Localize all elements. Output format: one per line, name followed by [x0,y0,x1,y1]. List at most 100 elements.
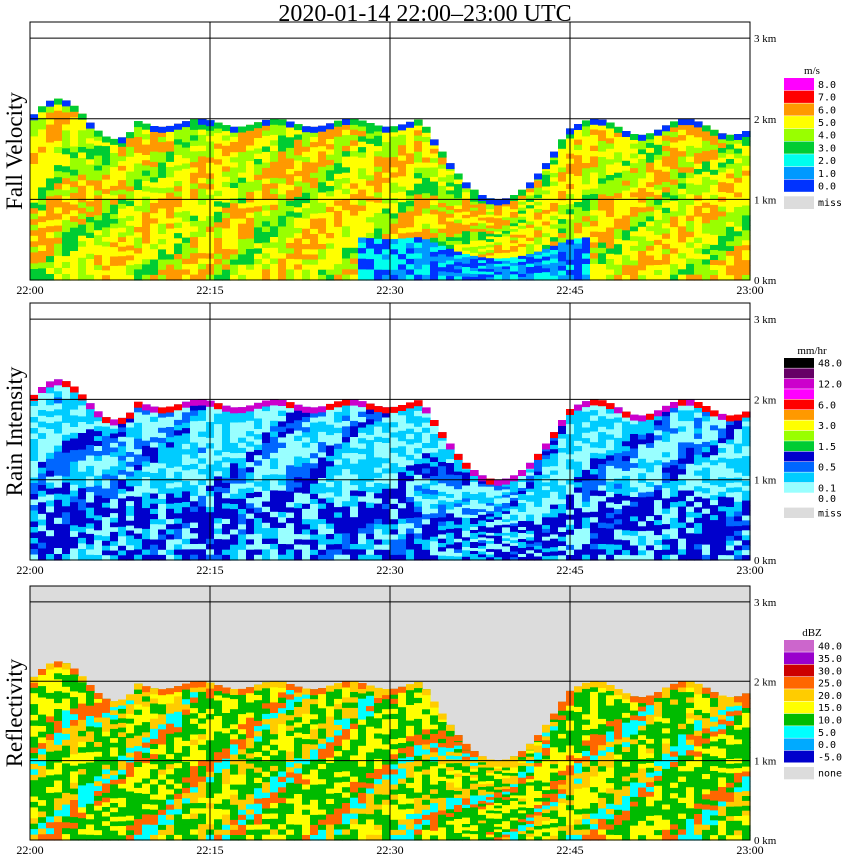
legend-swatch [784,430,814,441]
legend-label: 35.0 [818,654,842,665]
legend-label: 48.0 [818,359,842,370]
legend-swatch [784,472,814,483]
legend-label: 0.0 [818,494,836,505]
time-tick-label: 22:15 [196,843,223,857]
legend-label: 40.0 [818,642,842,653]
legend-label: 0.5 [818,463,836,474]
legend-swatch [784,389,814,400]
legend: dBZ 40.035.030.0 25.020.015.010.0 5.00.0-5.… [784,627,842,780]
plot-frame [29,585,751,841]
height-tick-label: 0 km [754,275,777,287]
legend-label: 25.0 [818,679,842,690]
legend-label: 0.0 [818,740,836,751]
time-tick-label: 22:30 [376,283,403,297]
legend-swatch [784,482,814,493]
legend-label: miss [818,508,842,519]
legend-swatch [784,507,814,518]
legend-swatch [784,767,814,780]
legend-label: 0.1 [818,484,836,495]
panel-1: Fall Velocity 0 km 1 km 2 km 3 km 22:00 22:15 2… [2,21,842,297]
legend-swatch [784,103,814,116]
panel-2: Rain Intensity 0 km 1 km 2 km 3 km 22:00 22:15… [2,302,842,577]
legend-label: 6.0 [818,400,836,411]
height-tick-label: 2 km [754,676,777,688]
legend-label: 5.0 [818,728,836,739]
legend-label: 3.0 [818,421,836,432]
legend-swatch [784,451,814,462]
legend-swatch [784,493,814,504]
legend-swatch [784,462,814,472]
height-tick-label: 1 km [754,475,777,487]
height-tick-label: 3 km [754,314,777,326]
legend-swatch [784,179,814,192]
legend-swatch [784,166,814,180]
legend-label: -5.0 [818,752,842,763]
height-tick-label: 2 km [754,394,777,406]
legend-label: 15.0 [818,703,842,714]
legend-swatch [784,640,814,652]
legend-label: 12.0 [818,380,842,391]
legend-swatch [784,420,814,431]
time-tick-label: 22:15 [196,563,223,577]
height-tick-label: 0 km [754,835,777,847]
legend-swatch [784,196,814,209]
time-tick-label: 22:45 [556,563,583,577]
legend-swatch [784,726,814,738]
heatmap-field [30,379,751,561]
legend: mm/hr 48.0 12.0 6.0 3.0 1.5 0.5 0.10.0 miss [784,345,842,519]
grid-lines [30,586,750,840]
legend-unit: mm/hr [797,345,827,357]
time-tick-label: 22:00 [16,283,43,297]
legend-swatch [784,358,814,368]
legend-label: miss [818,198,842,209]
legend-swatch [784,141,814,154]
legend-unit: dBZ [802,627,822,639]
panel-3: Reflectivity 0 km 1 km 2 km 3 km 22:00 22:15 22… [2,585,842,857]
legend-swatch [784,368,814,379]
legend-swatch [784,116,814,129]
legend-swatch [784,750,814,763]
legend-label: none [818,769,842,780]
legend-swatch [784,90,814,103]
legend-swatch [784,676,814,689]
legend-label: 1.0 [818,169,836,180]
legend-swatch [784,652,814,665]
plot-frame [29,21,751,281]
legend-swatch [784,399,814,410]
legend-label: 3.0 [818,143,836,154]
plot-frame [29,302,751,561]
legend-swatch [784,738,814,751]
legend-label: 30.0 [818,666,842,677]
time-tick-label: 22:45 [556,283,583,297]
legend-swatch [784,664,814,677]
legend-label: 7.0 [818,93,836,104]
legend-label: 4.0 [818,131,836,142]
time-tick-label: 22:30 [376,843,403,857]
legend-swatch [784,78,814,91]
legend-swatch [784,154,814,167]
grid-lines [30,303,750,560]
height-tick-label: 2 km [754,114,777,126]
grid-lines [30,22,750,280]
y-axis-label: Reflectivity [2,658,27,767]
height-tick-label: 3 km [754,33,777,45]
legend-swatch [784,713,814,726]
legend-swatch [784,378,814,389]
y-axis-label: Fall Velocity [2,92,27,210]
heatmap-field [30,98,751,281]
legend-swatch [784,701,814,714]
time-tick-label: 22:30 [376,563,403,577]
height-tick-label: 0 km [754,555,777,567]
time-tick-label: 23:00 [736,283,763,297]
legend-label: 2.0 [818,156,836,167]
legend-swatch [784,441,814,452]
heatmap-field [30,661,751,841]
legend-unit: m/s [804,65,820,77]
time-tick-label: 22:00 [16,563,43,577]
time-tick-label: 23:00 [736,563,763,577]
time-tick-label: 22:15 [196,283,223,297]
height-tick-label: 1 km [754,756,777,768]
legend-swatch [784,689,814,701]
legend-swatch [784,128,814,141]
time-tick-label: 22:00 [16,843,43,857]
